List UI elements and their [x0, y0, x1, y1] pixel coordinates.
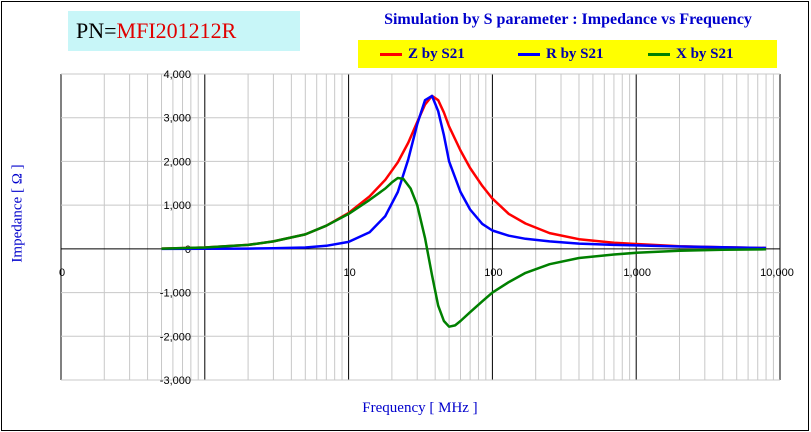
x-tick-label: 100: [484, 267, 502, 279]
legend-item-x: X by S21: [648, 40, 734, 68]
legend-item-r: R by S21: [518, 40, 604, 68]
y-tick-label: -2,000: [160, 331, 191, 343]
x-tick-label: 0: [59, 267, 65, 279]
chart-legend: Z by S21 R by S21 X by S21: [358, 40, 777, 68]
series-line-z: [161, 94, 767, 250]
part-number-box: PN= MFI201212R: [68, 11, 300, 51]
x-tick-label: 1,000: [623, 267, 651, 279]
legend-swatch-x: [648, 52, 670, 56]
chart-title: Simulation by S parameter : Impedance vs…: [384, 11, 752, 28]
y-tick-label: -1,000: [160, 288, 191, 300]
y-tick-label: 1,000: [163, 200, 191, 212]
part-number-value: MFI201212R: [116, 18, 237, 43]
legend-label-x: X by S21: [676, 45, 734, 62]
y-tick-label: 2,000: [163, 156, 191, 168]
legend-swatch-r: [518, 52, 540, 56]
legend-item-z: Z by S21: [380, 40, 465, 68]
legend-label-r: R by S21: [546, 45, 604, 62]
part-number-label: PN=: [76, 18, 117, 43]
x-tick-label: 10: [343, 267, 355, 279]
y-tick-label: 3,000: [163, 113, 191, 125]
legend-label-z: Z by S21: [408, 45, 465, 62]
x-axis-label: Frequency [ MHz ]: [362, 400, 478, 416]
y-tick-label: 4,000: [163, 69, 191, 81]
y-tick-label: -3,000: [160, 375, 191, 387]
series-line-r: [161, 94, 767, 251]
legend-swatch-z: [380, 52, 402, 56]
series-line-x: [161, 176, 767, 328]
x-tick-label: 10,000: [760, 267, 794, 279]
